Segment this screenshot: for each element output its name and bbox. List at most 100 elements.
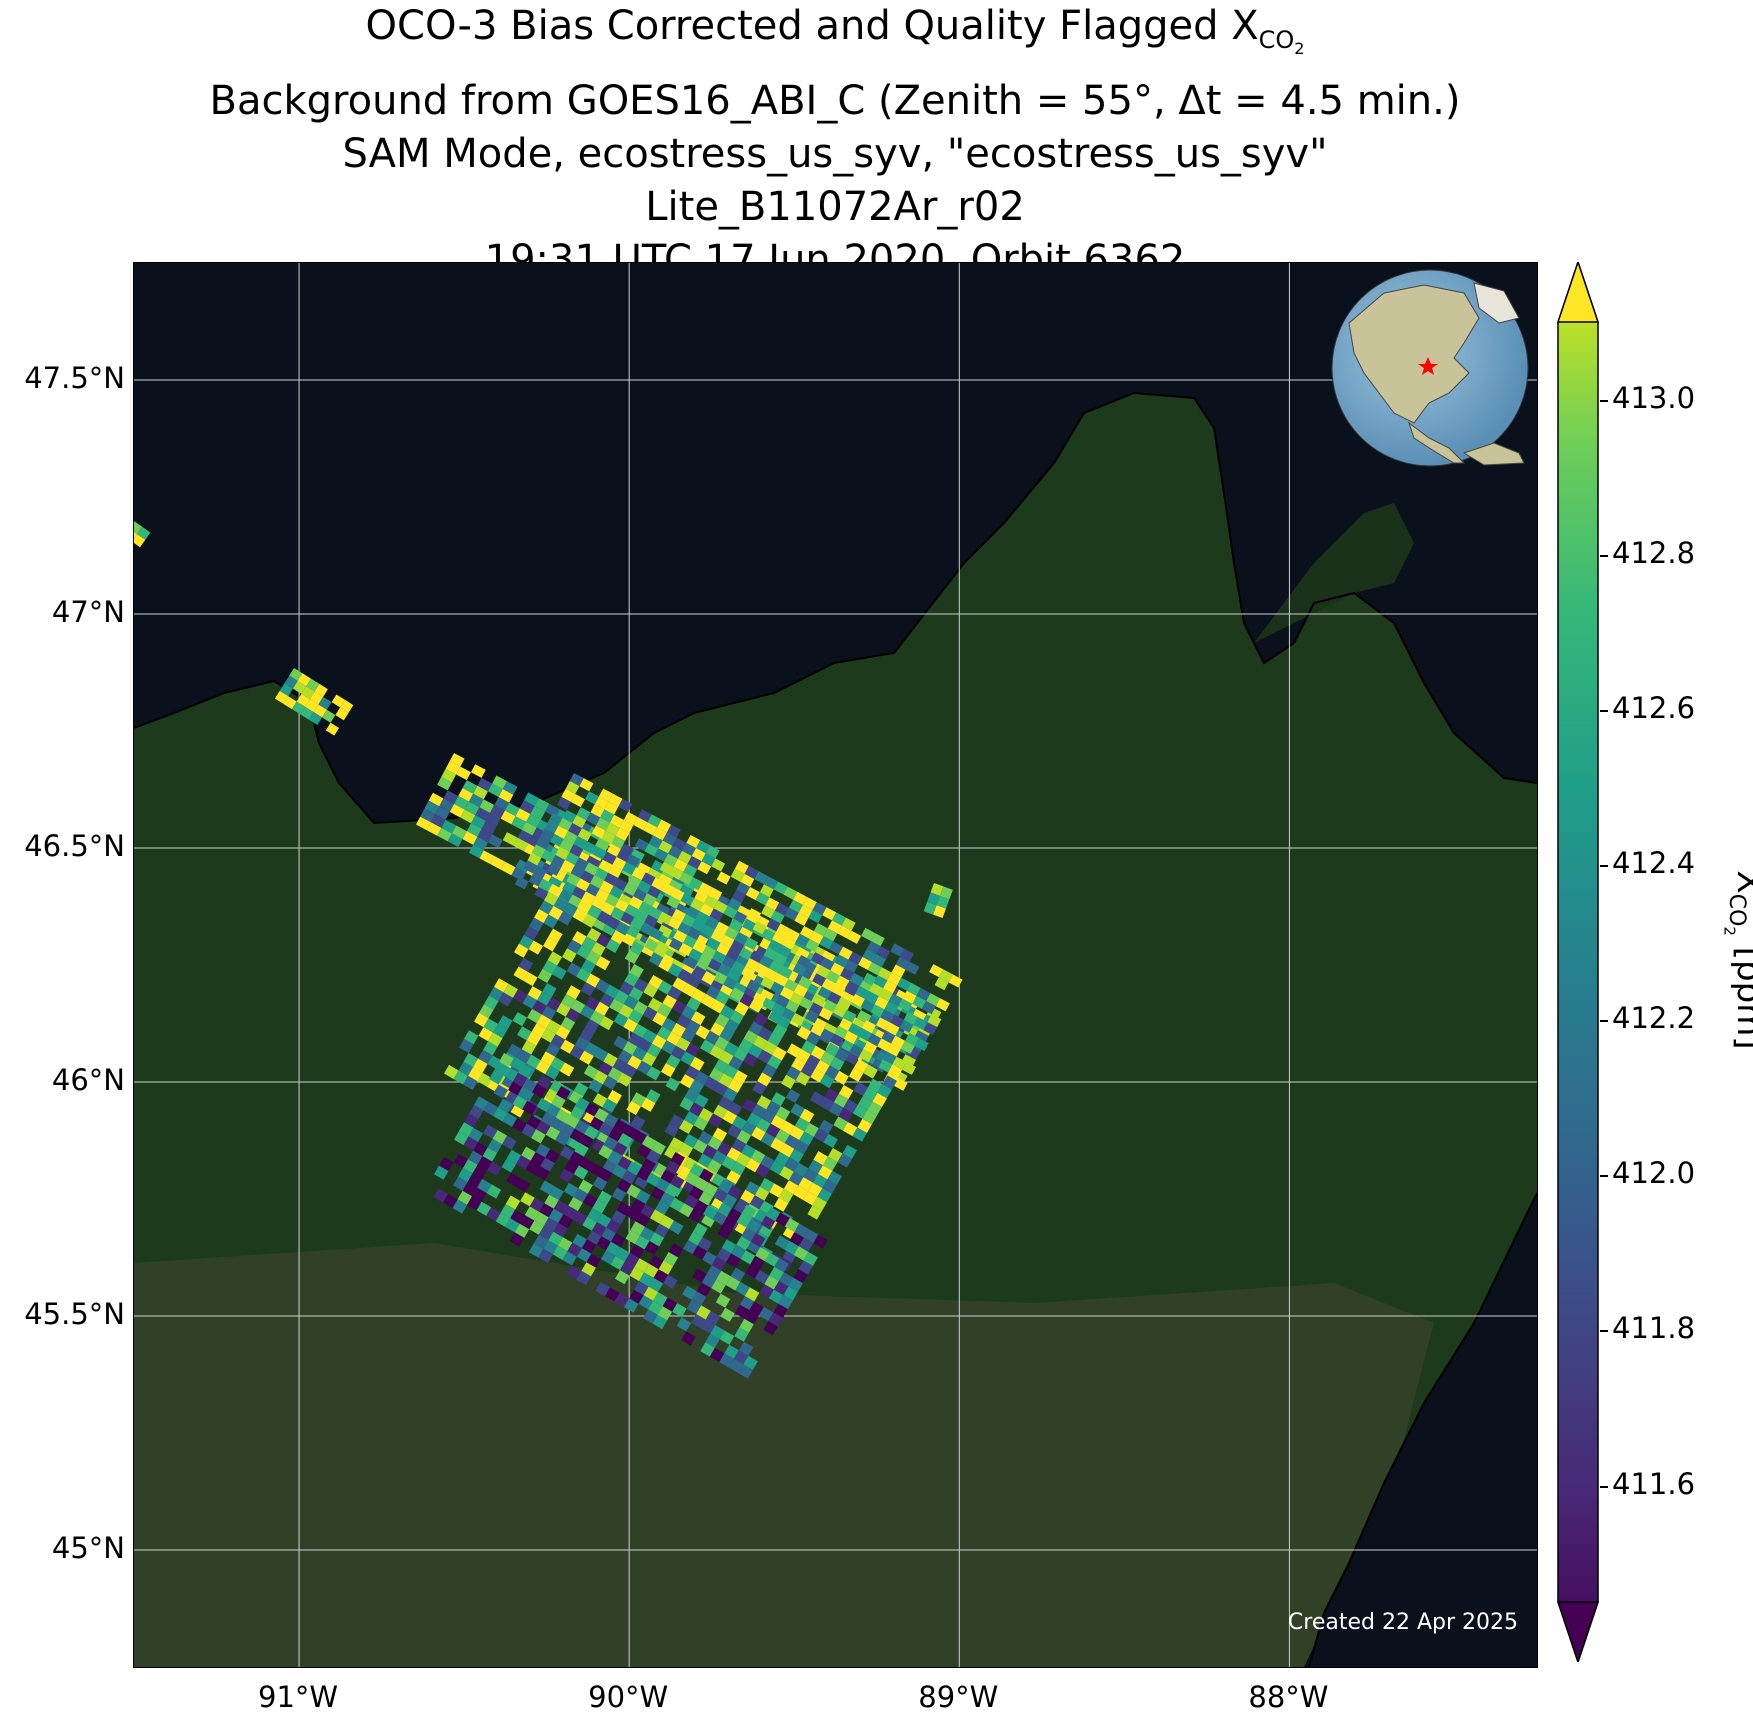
- sounding-pixel: [435, 806, 450, 820]
- sounding-pixel: [137, 526, 151, 540]
- sounding-pixel: [635, 1189, 651, 1204]
- sounding-pixel: [512, 1012, 528, 1027]
- sounding-pixel: [469, 1104, 484, 1120]
- sounding-pixel: [601, 1227, 616, 1242]
- sounding-pixel: [678, 943, 693, 957]
- sounding-pixel: [528, 873, 543, 887]
- sounding-pixel: [541, 1005, 557, 1020]
- lat-tick-label: 45.5°N: [24, 1297, 125, 1331]
- sounding-pixel: [641, 1158, 656, 1173]
- sounding-pixel: [594, 867, 609, 881]
- sounding-pixel: [646, 1043, 662, 1058]
- sounding-pixel: [831, 983, 846, 997]
- keweenaw-land: [1254, 503, 1414, 643]
- sounding-pixel: [527, 986, 543, 1001]
- sounding-pixel: [521, 1040, 537, 1055]
- sounding-pixel: [857, 1028, 872, 1042]
- sounding-pixel: [590, 804, 605, 818]
- sounding-pixel: [921, 1001, 936, 1015]
- sounding-pixel: [473, 1141, 488, 1157]
- sounding-pixel: [913, 1030, 929, 1044]
- sounding-pixel: [746, 1218, 761, 1233]
- sounding-pixel: [659, 861, 674, 875]
- sounding-pixel: [680, 892, 695, 907]
- sounding-pixel: [502, 1112, 518, 1127]
- sounding-pixel: [766, 918, 781, 932]
- sounding-pixel: [553, 1200, 569, 1215]
- sounding-pixel: [602, 922, 617, 936]
- sounding-pixel: [625, 1229, 640, 1245]
- sounding-pixel: [479, 799, 495, 813]
- sounding-pixel: [566, 873, 581, 887]
- south-america-land: [1462, 442, 1525, 466]
- sounding-pixel: [662, 1297, 678, 1312]
- sounding-pixel: [512, 1118, 527, 1133]
- sounding-pixel: [759, 988, 775, 1003]
- sounding-pixel: [610, 1255, 625, 1271]
- sounding-pixel: [799, 997, 814, 1011]
- sounding-pixel: [477, 777, 493, 792]
- sounding-pixel: [631, 1092, 646, 1107]
- sounding-pixel: [555, 846, 570, 861]
- sounding-pixel: [612, 856, 627, 870]
- sounding-pixel: [483, 1018, 499, 1033]
- sounding-pixel: [929, 964, 944, 978]
- sounding-pixel: [733, 910, 748, 924]
- sounding-pixel: [755, 963, 770, 977]
- sounding-pixel: [847, 930, 862, 944]
- sounding-pixel: [546, 1103, 561, 1118]
- sounding-pixel: [494, 797, 510, 811]
- sounding-pixel: [598, 1122, 614, 1137]
- sounding-pixel: [669, 866, 684, 880]
- sounding-pixel: [666, 895, 681, 909]
- sounding-pixel: [821, 978, 836, 992]
- sounding-pixel: [525, 1160, 541, 1175]
- sounding-pixel: [795, 946, 811, 961]
- sounding-pixel: [881, 1030, 896, 1044]
- xco2-soundings: [134, 521, 963, 1379]
- sounding-pixel: [848, 1067, 864, 1082]
- sounding-pixel: [605, 1241, 621, 1256]
- sounding-pixel: [887, 972, 902, 986]
- sounding-pixel: [791, 1012, 805, 1027]
- sounding-pixel: [565, 1008, 581, 1023]
- sounding-pixel: [812, 902, 827, 916]
- sounding-pixel: [703, 1182, 719, 1197]
- sounding-pixel: [659, 1214, 675, 1230]
- sounding-pixel: [809, 1002, 824, 1016]
- sounding-pixel: [652, 827, 667, 841]
- sounding-pixel: [694, 1093, 709, 1108]
- sounding-pixel: [657, 819, 672, 833]
- sounding-pixel: [688, 1231, 703, 1246]
- sounding-swath: [923, 883, 953, 919]
- sounding-pixel: [606, 916, 621, 931]
- sounding-pixel: [335, 707, 349, 721]
- sounding-pixel: [731, 1138, 747, 1153]
- sounding-pixel: [723, 1064, 739, 1079]
- sounding-pixel: [444, 1064, 459, 1080]
- sounding-pixel: [534, 1211, 549, 1227]
- sounding-pixel: [704, 895, 718, 909]
- sounding-pixel: [752, 1081, 767, 1096]
- map-panel[interactable]: [133, 262, 1538, 1668]
- sounding-pixel: [459, 1122, 474, 1137]
- sounding-pixel: [592, 1199, 607, 1214]
- sounding-pixel: [487, 834, 503, 849]
- sounding-pixel: [708, 887, 723, 901]
- sounding-pixel: [511, 867, 527, 881]
- sounding-pixel: [543, 937, 558, 952]
- sounding-pixel: [428, 792, 444, 807]
- sounding-pixel: [712, 1127, 728, 1142]
- sounding-pixel: [603, 1052, 618, 1068]
- sounding-pixel: [490, 805, 505, 819]
- sounding-pixel: [714, 1059, 729, 1074]
- sounding-pixel: [824, 1088, 839, 1103]
- sounding-pixel: [692, 940, 707, 954]
- sounding-pixel: [603, 1136, 618, 1151]
- sounding-pixel: [547, 951, 563, 966]
- sounding-pixel: [759, 1284, 774, 1299]
- sounding-pixel: [761, 1109, 776, 1124]
- sounding-pixel: [488, 1032, 503, 1047]
- sounding-pixel: [702, 1251, 717, 1266]
- sounding-pixel: [548, 928, 563, 943]
